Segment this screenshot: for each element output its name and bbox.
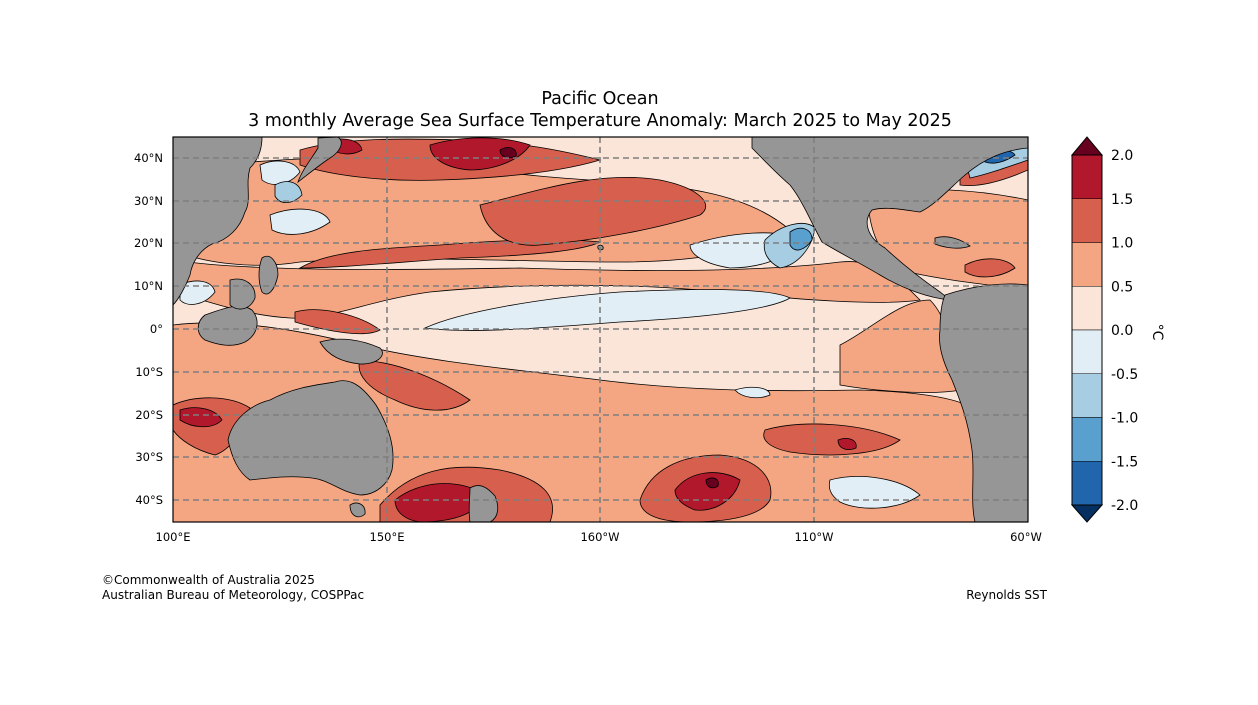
lat-label: 40°N bbox=[134, 151, 163, 165]
map-plot-area bbox=[173, 137, 1028, 522]
colorbar-segment bbox=[1071, 198, 1103, 243]
lat-label: 40°S bbox=[135, 493, 163, 507]
anomaly-extreme-spot bbox=[499, 147, 517, 159]
agency-text: Australian Bureau of Meteorology, COSPPa… bbox=[102, 588, 365, 602]
north-america-land bbox=[751, 137, 1028, 301]
lon-label: 150°E bbox=[370, 530, 405, 544]
colorbar-segment bbox=[1071, 461, 1103, 506]
lat-label: 30°N bbox=[134, 194, 163, 208]
lat-label: 20°S bbox=[135, 408, 163, 422]
lat-label: 10°S bbox=[135, 365, 163, 379]
colorbar-tick-label: 1.0 bbox=[1111, 236, 1133, 252]
copyright-text: ©Commonwealth of Australia 2025 bbox=[102, 573, 315, 587]
colorbar-frame bbox=[1071, 154, 1103, 506]
colorbar-tick-label: -1.0 bbox=[1111, 411, 1138, 427]
colorbar-tick-label: 0.0 bbox=[1111, 323, 1133, 339]
colorbar-tick-label: -2.0 bbox=[1111, 498, 1138, 514]
colorbar-segment bbox=[1071, 286, 1103, 331]
japan-land bbox=[297, 137, 342, 184]
colorbar-unit-label: °C bbox=[1149, 324, 1165, 341]
colorbar-segment bbox=[1071, 329, 1103, 374]
lat-label: 10°N bbox=[134, 279, 163, 293]
map-frame bbox=[172, 136, 1029, 523]
colorbar-tick-label: 2.0 bbox=[1111, 148, 1133, 164]
new-guinea-land bbox=[319, 338, 383, 365]
anomaly-warm-caribbean bbox=[964, 258, 1016, 278]
anomaly-colder-california bbox=[789, 227, 813, 251]
south-america-land bbox=[939, 283, 1028, 522]
anomaly-cool-equatorial bbox=[423, 289, 791, 331]
asia-land bbox=[173, 137, 263, 306]
lon-label: 110°W bbox=[794, 530, 833, 544]
lat-label: 30°S bbox=[135, 450, 163, 464]
lon-label: 60°W bbox=[1010, 530, 1042, 544]
philippines-land bbox=[258, 255, 279, 295]
anomaly-hot-south-east bbox=[837, 438, 857, 450]
new-zealand-land bbox=[468, 485, 499, 522]
colorbar: 2.0 1.5 1.0 0.5 0.0 -0.5 -1.0 -1.5 -2.0 … bbox=[1070, 136, 1165, 523]
colorbar-tick-label: 0.5 bbox=[1111, 279, 1133, 295]
colorbar-extend-high bbox=[1070, 136, 1104, 156]
colorbar-segment bbox=[1071, 242, 1103, 287]
land-masses bbox=[173, 137, 1028, 522]
anomaly-cold-japan bbox=[274, 181, 303, 204]
longitude-axis: 100°E 150°E 160°W 110°W 60°W bbox=[156, 530, 1042, 544]
data-source-text: Reynolds SST bbox=[966, 588, 1047, 602]
anomaly-warm-south-east bbox=[763, 423, 901, 456]
anomaly-hot-west-australia bbox=[179, 407, 223, 428]
colorbar-segment bbox=[1071, 154, 1103, 199]
latitude-axis: 40°N 30°N 20°N 10°N 0° 10°S 20°S 30°S 40… bbox=[134, 151, 163, 507]
lon-label: 100°E bbox=[156, 530, 191, 544]
australia-land bbox=[227, 380, 394, 496]
colorbar-extend-low bbox=[1070, 504, 1104, 523]
anomaly-cool-china-sea bbox=[179, 280, 216, 305]
anomaly-warm-north-central bbox=[479, 176, 706, 246]
anomaly-cool-small bbox=[734, 386, 771, 399]
lat-label: 0° bbox=[150, 322, 163, 336]
colorbar-segment bbox=[1071, 373, 1103, 418]
chart-subtitle: 3 monthly Average Sea Surface Temperatur… bbox=[248, 111, 952, 131]
colorbar-tick-label: -0.5 bbox=[1111, 367, 1138, 383]
anomaly-cool-sea-of-japan bbox=[259, 160, 301, 185]
lat-label: 20°N bbox=[134, 236, 163, 250]
map-gridlines bbox=[173, 137, 1028, 522]
chart-title: Pacific Ocean bbox=[541, 89, 659, 109]
anomaly-warm-west-pacific-warmpool bbox=[294, 309, 381, 335]
anomaly-cool-north-pacific bbox=[269, 208, 331, 235]
lon-label: 160°W bbox=[580, 530, 619, 544]
colorbar-tick-label: 1.5 bbox=[1111, 192, 1133, 208]
colorbar-tick-label: -1.5 bbox=[1111, 454, 1138, 470]
colorbar-segment bbox=[1071, 417, 1103, 462]
tasmania-land bbox=[349, 502, 366, 518]
cuba-land bbox=[934, 236, 971, 249]
anomaly-extreme-spot bbox=[705, 477, 719, 489]
